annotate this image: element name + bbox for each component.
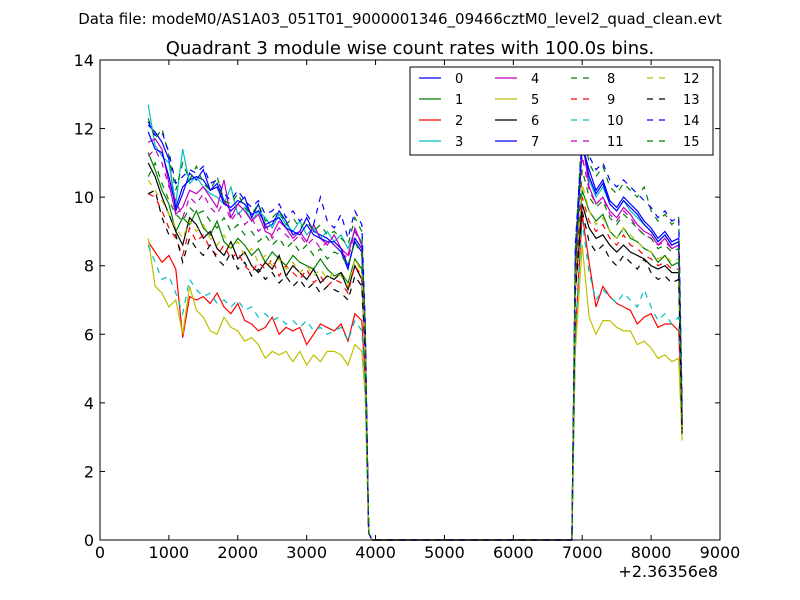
x-tick-label: 2000 <box>217 543 258 562</box>
legend-label: 7 <box>531 135 539 150</box>
x-tick-label: 9000 <box>700 543 741 562</box>
series-line-1 <box>147 152 683 541</box>
plot-frame <box>99 59 721 541</box>
series-line-9 <box>147 193 683 541</box>
legend-item-11: 11 <box>571 135 624 150</box>
legend-item-6: 6 <box>495 114 539 129</box>
legend-label: 8 <box>607 72 615 87</box>
legend-label: 4 <box>531 72 539 87</box>
series-line-10 <box>147 221 683 541</box>
series-line-14 <box>147 121 683 541</box>
y-tick-label: 10 <box>74 188 94 207</box>
x-tick-label: 4000 <box>355 543 396 562</box>
legend-label: 13 <box>683 93 700 108</box>
series-line-11 <box>147 148 683 541</box>
legend-label: 3 <box>455 135 463 150</box>
legend-label: 1 <box>455 93 463 108</box>
legend-item-3: 3 <box>419 135 463 150</box>
legend-label: 10 <box>607 114 624 129</box>
legend-label: 2 <box>455 114 463 129</box>
series-line-15 <box>147 161 683 541</box>
series-line-2 <box>147 214 683 541</box>
legend-item-14: 14 <box>647 114 700 129</box>
x-tick-label: 0 <box>95 543 105 562</box>
legend-item-4: 4 <box>495 72 539 87</box>
legend-item-10: 10 <box>571 114 624 129</box>
chart-supertitle: Data file: modeM0/AS1A03_051T01_90000013… <box>78 10 722 29</box>
legend-frame <box>409 66 714 156</box>
y-tick-label: 6 <box>84 325 94 344</box>
legend-label: 6 <box>531 114 539 129</box>
legend-item-13: 13 <box>647 93 700 108</box>
legend-item-1: 1 <box>419 93 463 108</box>
series-line-3 <box>147 104 683 541</box>
series-line-8 <box>147 118 683 541</box>
legend-item-5: 5 <box>495 93 539 108</box>
chart-title: Quadrant 3 module wise count rates with … <box>166 38 655 59</box>
x-tick-label: 1000 <box>149 543 190 562</box>
legend-item-8: 8 <box>571 72 615 87</box>
legend-label: 0 <box>455 72 463 87</box>
legend-label: 14 <box>683 114 700 129</box>
legend-item-9: 9 <box>571 93 615 108</box>
y-tick-label: 12 <box>74 120 94 139</box>
y-tick-label: 4 <box>84 394 94 413</box>
series-line-0 <box>147 124 683 541</box>
x-tick-label: 7000 <box>562 543 603 562</box>
y-tick-label: 8 <box>84 257 94 276</box>
legend-item-2: 2 <box>419 114 463 129</box>
x-offset-label: +2.36356e8 <box>618 562 718 581</box>
y-tick-label: 2 <box>84 462 94 481</box>
x-axis: 0 1000 2000 3000 4000 5000 6000 7000 8000 9000 <box>95 60 740 562</box>
y-tick-label: 0 <box>84 531 94 550</box>
legend-item-7: 7 <box>495 135 539 150</box>
legend-label: 11 <box>607 135 624 150</box>
x-tick-label: 5000 <box>424 543 465 562</box>
plot-lines <box>147 104 683 541</box>
legend-item-15: 15 <box>647 135 700 150</box>
x-tick-label: 8000 <box>631 543 672 562</box>
x-tick-label: 3000 <box>286 543 327 562</box>
series-line-4 <box>147 138 683 541</box>
series-line-5 <box>147 238 683 541</box>
legend-item-0: 0 <box>419 72 463 87</box>
legend-label: 12 <box>683 72 700 87</box>
legend-item-12: 12 <box>647 72 700 87</box>
legend-label: 9 <box>607 93 615 108</box>
legend-label: 15 <box>683 135 700 150</box>
series-line-6 <box>147 162 683 541</box>
x-tick-label: 6000 <box>493 543 534 562</box>
y-tick-label: 14 <box>74 51 94 70</box>
legend-label: 5 <box>531 93 539 108</box>
series-line-13 <box>147 189 683 541</box>
